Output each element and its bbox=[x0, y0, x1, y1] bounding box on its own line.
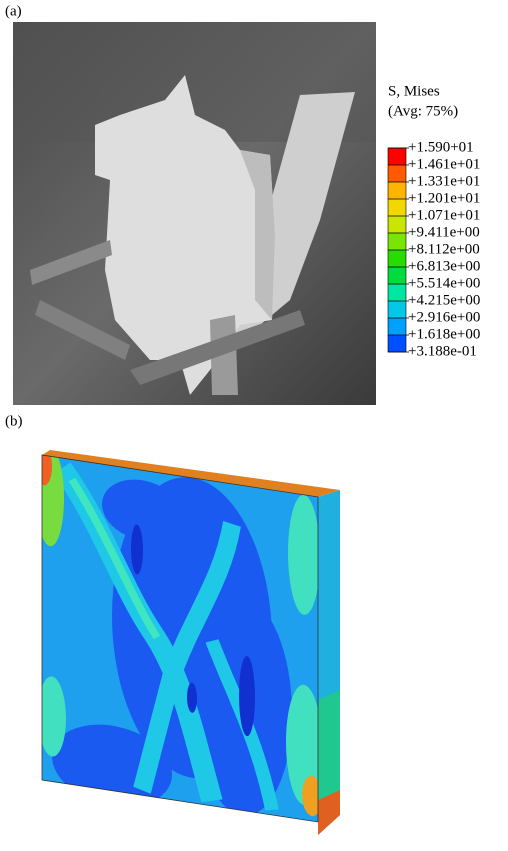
legend-swatch bbox=[388, 335, 406, 352]
legend-swatch bbox=[388, 301, 406, 318]
panel-label: (a) bbox=[5, 3, 22, 19]
panel-label: (b) bbox=[5, 413, 23, 429]
legend-label: +9.411e+00 bbox=[408, 224, 480, 240]
legend-label: +3.188e-01 bbox=[408, 343, 477, 359]
legend-title: S, Mises bbox=[388, 83, 440, 99]
contour-plot bbox=[41, 450, 340, 835]
legend-label: +1.618e+00 bbox=[408, 326, 480, 342]
legend-label: +1.071e+01 bbox=[408, 207, 480, 223]
legend-swatch bbox=[388, 250, 406, 267]
legend-swatch bbox=[388, 318, 406, 335]
legend-label: +4.215e+00 bbox=[408, 292, 480, 308]
legend-swatch bbox=[388, 165, 406, 182]
legend-label: +6.813e+00 bbox=[408, 258, 480, 274]
legend-swatch bbox=[388, 148, 406, 165]
legend-swatch bbox=[388, 182, 406, 199]
photo bbox=[13, 22, 376, 405]
legend-label: +1.201e+01 bbox=[408, 190, 480, 206]
legend-label: +1.590+01 bbox=[408, 139, 474, 155]
legend-label: +5.514e+00 bbox=[408, 275, 480, 291]
legend-label: +2.916e+00 bbox=[408, 309, 480, 325]
legend-swatch bbox=[388, 284, 406, 301]
legend-swatch bbox=[388, 233, 406, 250]
legend-label: +1.461e+01 bbox=[408, 156, 480, 172]
legend-label: +1.331e+01 bbox=[408, 173, 480, 189]
legend-subtitle: (Avg: 75%) bbox=[388, 103, 458, 119]
legend: +1.590+01+1.461e+01+1.331e+01+1.201e+01+… bbox=[387, 139, 480, 359]
legend-swatch bbox=[388, 199, 406, 216]
legend-swatch bbox=[388, 216, 406, 233]
legend-swatch bbox=[388, 267, 406, 284]
legend-label: +8.112e+00 bbox=[408, 241, 480, 257]
